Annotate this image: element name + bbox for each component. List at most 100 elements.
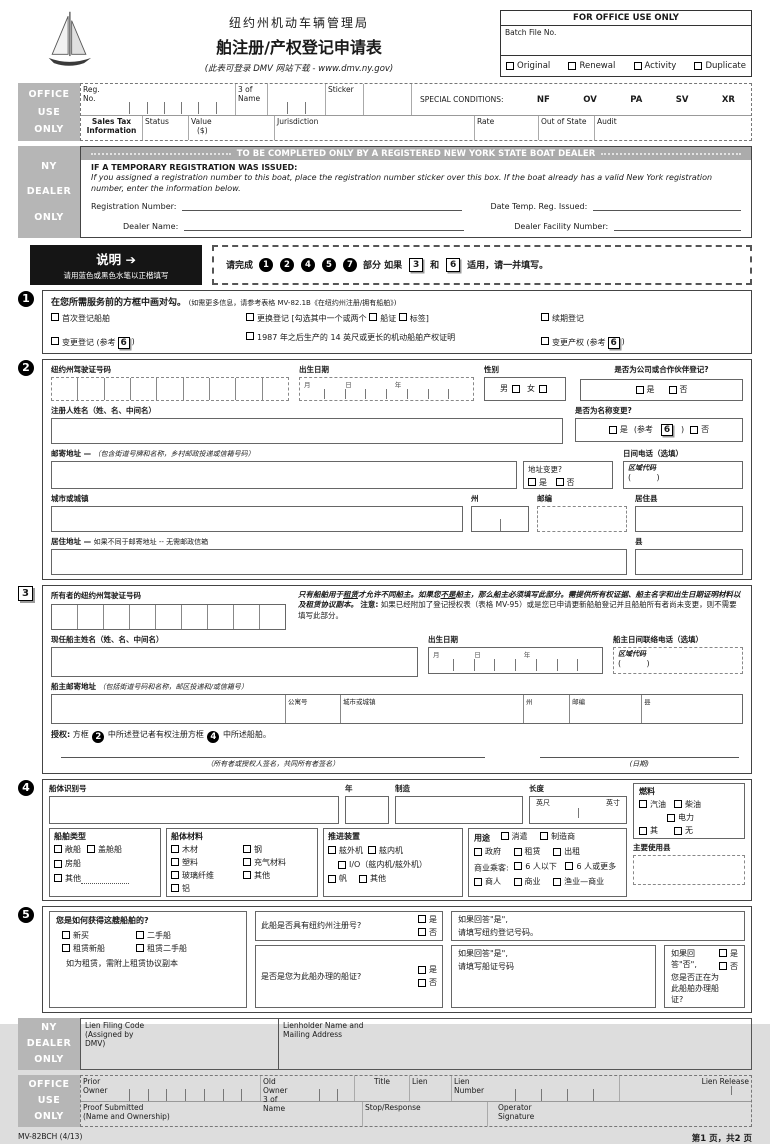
prior-owner-cells[interactable]	[111, 1075, 261, 1101]
checkbox-fuel-other[interactable]: 其	[639, 825, 658, 836]
checkbox-pass-under6[interactable]: 6 人以下	[514, 861, 557, 872]
checkbox-fuel-gas[interactable]: 汽油	[639, 799, 666, 810]
checkbox-fuel-none[interactable]: 无	[674, 825, 693, 836]
checkbox-q2n-no[interactable]: 否	[719, 961, 738, 972]
checkbox-female[interactable]	[539, 384, 547, 393]
lien-release-field[interactable]: Lien Release	[620, 1076, 751, 1101]
title-field[interactable]: Title	[355, 1075, 410, 1101]
type-other-field[interactable]	[81, 875, 129, 885]
zip-field[interactable]	[537, 505, 627, 532]
length-field[interactable]: 英尺 英寸	[529, 795, 627, 824]
checkbox-prop-sail[interactable]: 帆	[328, 873, 347, 884]
checkbox-renew-registration[interactable]: 续期登记	[541, 312, 743, 324]
checkbox-addrchg-yes[interactable]: 是	[528, 477, 547, 488]
checkbox-how-used[interactable]: 二手船	[136, 930, 240, 941]
checkbox-use-government[interactable]: 政府	[474, 846, 501, 857]
checkbox-tag[interactable]	[398, 312, 407, 321]
checkbox-activity[interactable]: Activity	[633, 61, 676, 71]
owner-mailing-field[interactable]: 公寓号 城市或城镇 州 邮编 县	[51, 693, 743, 724]
main-county-field[interactable]	[633, 854, 745, 885]
mailing-address-field[interactable]	[51, 460, 517, 489]
owner-license-field[interactable]	[51, 603, 286, 630]
audit-field[interactable]: Audit	[597, 117, 617, 126]
checkbox-namechg-yes[interactable]: 是	[608, 424, 628, 435]
checkbox-addrchg-no[interactable]: 否	[555, 477, 575, 488]
checkbox-namechg-no[interactable]: 否	[690, 424, 709, 435]
checkbox-fuel-electric[interactable]: 电力	[639, 812, 739, 823]
checkbox-mat-aluminum[interactable]: 铝	[171, 883, 243, 894]
reg-no-cells[interactable]	[111, 84, 236, 115]
current-owner-field[interactable]	[51, 646, 418, 677]
checkbox-use-lease[interactable]: 租赁	[513, 846, 541, 857]
checkbox-1987-title[interactable]: 1987 年之后生产的 14 英尺或更长的机动船舶产权证明	[246, 331, 541, 343]
out-of-state-field[interactable]: Out of State	[539, 116, 595, 140]
checkbox-male[interactable]	[512, 384, 520, 393]
checkbox-fuel-diesel[interactable]: 柴油	[674, 799, 701, 810]
checkbox-use-commercial[interactable]: 商业	[513, 876, 541, 887]
checkbox-pass-6ormore[interactable]: 6 人或更多	[565, 861, 616, 872]
checkbox-how-new[interactable]: 新买	[62, 930, 136, 941]
checkbox-amend-registration[interactable]: 变更登记 (参考 6)	[51, 336, 246, 349]
residence-county-field[interactable]	[635, 505, 743, 532]
checkbox-mat-steel[interactable]: 钢	[243, 844, 313, 855]
checkbox-prop-inboard[interactable]: 舷内机	[368, 845, 403, 856]
checkbox-mat-plastic[interactable]: 塑料	[171, 857, 243, 868]
checkbox-q2n-yes[interactable]: 是	[719, 948, 738, 959]
checkbox-type-open[interactable]: 敞船	[54, 844, 81, 855]
stop-response-field[interactable]: Stop/Response	[363, 1101, 488, 1126]
q2-yes-note-box[interactable]: 如果回答"是", 请填写船证号码	[451, 944, 656, 1008]
checkbox-replace[interactable]: 更换登记 [勾选其中一个或两个 船证 标签]	[246, 312, 541, 324]
batch-file-field[interactable]: Batch File No.	[501, 26, 751, 56]
checkbox-use-manufacturer[interactable]: 制造商	[540, 831, 575, 842]
year-field[interactable]	[345, 795, 389, 824]
checkbox-prop-outboard[interactable]: 舷外机	[328, 845, 363, 856]
checkbox-corp-yes[interactable]: 是	[635, 384, 655, 395]
checkbox-transfer-title[interactable]: 变更产权 (参考 6)	[541, 336, 743, 349]
checkbox-q2-no[interactable]: 否	[418, 977, 437, 988]
checkbox-prop-other[interactable]: 其他	[359, 873, 386, 884]
status-field[interactable]: Status	[143, 116, 189, 140]
checkbox-q2-yes[interactable]: 是	[418, 964, 437, 975]
lien-field[interactable]: Lien	[410, 1075, 452, 1101]
checkbox-how-leasenew[interactable]: 租赁新船	[62, 943, 136, 954]
registrant-name-field[interactable]	[51, 417, 563, 444]
checkbox-how-leaseused[interactable]: 租赁二手船	[136, 943, 240, 954]
checkbox-q1-no[interactable]: 否	[418, 927, 437, 938]
checkbox-use-dealer[interactable]: 商人	[474, 876, 501, 887]
q1-note-box[interactable]: 如果回答"是", 请填写纽约登记号码。	[451, 910, 745, 941]
date-issued-field[interactable]	[593, 202, 741, 211]
checkbox-q1-yes[interactable]: 是	[418, 914, 437, 925]
old-owner-cells[interactable]	[303, 1075, 355, 1101]
checkbox-mat-fiberglass[interactable]: 玻璃纤维	[171, 870, 243, 881]
rate-field[interactable]: Rate	[475, 116, 539, 140]
checkbox-use-fishing[interactable]: 渔业—商业	[553, 876, 604, 887]
lien-filing-code-field[interactable]: Lien Filing Code (Assigned by DMV)	[81, 1018, 279, 1069]
date-line[interactable]	[539, 756, 739, 758]
checkbox-prop-io[interactable]: I/O（舷内机/舷外机）	[328, 859, 458, 870]
hin-field[interactable]	[49, 795, 339, 824]
checkbox-first-registration[interactable]: 首次登记船舶	[51, 312, 246, 324]
city-field[interactable]	[51, 505, 463, 532]
checkbox-type-other[interactable]: 其他	[54, 873, 81, 884]
checkbox-duplicate[interactable]: Duplicate	[694, 61, 746, 71]
dealer-name-field[interactable]	[184, 222, 465, 231]
make-field[interactable]	[395, 795, 523, 824]
license-field[interactable]	[51, 376, 289, 401]
jurisdiction-field[interactable]: Jurisdiction	[275, 116, 475, 140]
operator-signature-field[interactable]: Operator Signature	[498, 1102, 535, 1121]
checkbox-boat-cert[interactable]	[369, 312, 378, 321]
proof-submitted-field[interactable]: Proof Submitted (Name and Ownership)	[81, 1101, 363, 1126]
value-field[interactable]: Value ($)	[189, 116, 275, 140]
checkbox-use-recreation[interactable]: 消遣	[500, 831, 528, 842]
checkbox-renewal[interactable]: Renewal	[568, 61, 615, 71]
checkbox-original[interactable]: Original	[506, 61, 550, 71]
checkbox-mat-wood[interactable]: 木材	[171, 844, 243, 855]
owner-phone-field[interactable]: 区域代码 ( )	[613, 646, 743, 674]
daytime-phone-field[interactable]: 区域代码 ( )	[623, 460, 743, 489]
residence-address-field[interactable]	[51, 548, 627, 575]
facility-number-field[interactable]	[614, 222, 741, 231]
checkbox-type-house[interactable]: 房船	[54, 858, 81, 869]
checkbox-corp-no[interactable]: 否	[668, 384, 688, 395]
name3-cells[interactable]	[268, 84, 326, 115]
lien-number-cells[interactable]	[490, 1075, 620, 1101]
